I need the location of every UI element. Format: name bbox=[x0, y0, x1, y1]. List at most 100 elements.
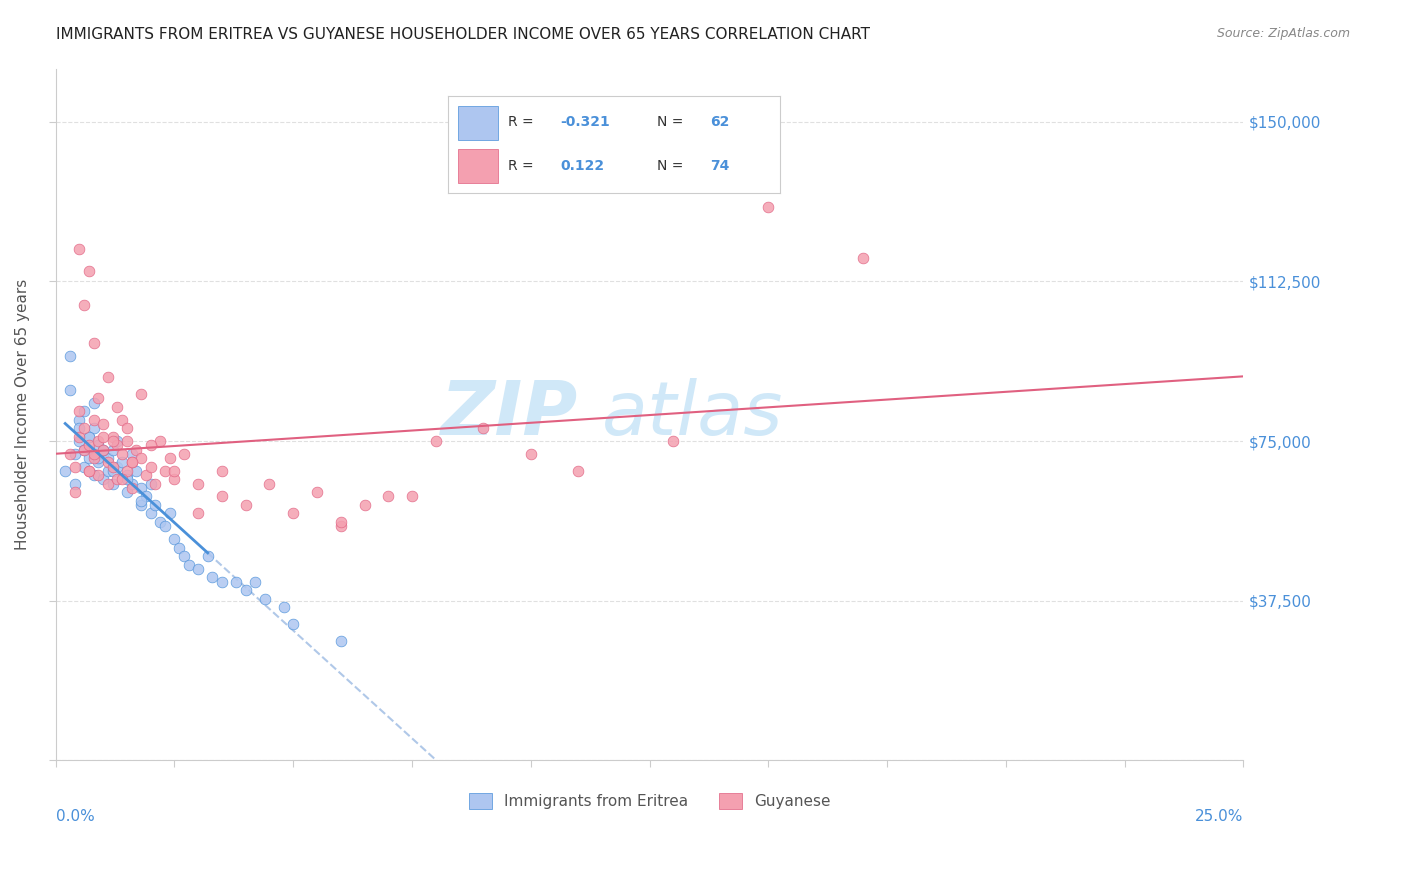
Point bbox=[73, 442, 96, 457]
Point bbox=[662, 434, 685, 448]
Point bbox=[259, 476, 281, 491]
Point bbox=[83, 413, 105, 427]
Point bbox=[121, 481, 143, 495]
Point bbox=[129, 493, 152, 508]
Point bbox=[77, 430, 100, 444]
Point bbox=[139, 476, 162, 491]
Point bbox=[305, 485, 328, 500]
Point bbox=[283, 507, 305, 521]
Point bbox=[91, 430, 114, 444]
Point bbox=[91, 447, 114, 461]
Point bbox=[139, 438, 162, 452]
Point bbox=[145, 476, 167, 491]
Point bbox=[245, 574, 267, 589]
Point bbox=[353, 498, 375, 512]
Point bbox=[73, 404, 96, 418]
Point bbox=[77, 264, 100, 278]
Point bbox=[121, 447, 143, 461]
Point bbox=[329, 519, 352, 533]
Point bbox=[87, 392, 110, 406]
Point bbox=[567, 464, 589, 478]
Point bbox=[87, 468, 110, 483]
Point bbox=[69, 413, 91, 427]
Point bbox=[69, 421, 91, 435]
Point bbox=[115, 485, 138, 500]
Point bbox=[107, 434, 129, 448]
Point bbox=[87, 451, 110, 466]
Point bbox=[73, 298, 96, 312]
Point bbox=[253, 591, 276, 606]
Point bbox=[111, 472, 134, 486]
Point bbox=[91, 442, 114, 457]
Point bbox=[107, 472, 129, 486]
Point bbox=[201, 570, 224, 584]
Point bbox=[159, 507, 181, 521]
Point bbox=[83, 336, 105, 351]
Point bbox=[149, 434, 172, 448]
Point bbox=[225, 574, 247, 589]
Point bbox=[273, 600, 295, 615]
Point bbox=[129, 451, 152, 466]
Point bbox=[129, 387, 152, 401]
Point bbox=[129, 498, 152, 512]
Point bbox=[329, 515, 352, 529]
Point bbox=[187, 562, 209, 576]
Point bbox=[145, 498, 167, 512]
Point bbox=[520, 447, 543, 461]
Point bbox=[115, 464, 138, 478]
Point bbox=[377, 490, 399, 504]
Point bbox=[63, 459, 86, 474]
Point bbox=[91, 472, 114, 486]
Point bbox=[63, 447, 86, 461]
Point bbox=[756, 200, 779, 214]
Point bbox=[69, 434, 91, 448]
Point bbox=[97, 476, 120, 491]
Point bbox=[59, 383, 82, 397]
Y-axis label: Householder Income Over 65 years: Householder Income Over 65 years bbox=[15, 279, 30, 550]
Point bbox=[63, 476, 86, 491]
Point bbox=[121, 455, 143, 469]
Point bbox=[115, 421, 138, 435]
Point bbox=[163, 532, 186, 546]
Point bbox=[101, 430, 124, 444]
Point bbox=[852, 251, 875, 265]
Point bbox=[77, 464, 100, 478]
Point bbox=[97, 455, 120, 469]
Point bbox=[135, 468, 157, 483]
Point bbox=[211, 490, 233, 504]
Point bbox=[167, 541, 190, 555]
Point bbox=[73, 421, 96, 435]
Point bbox=[53, 464, 76, 478]
Point bbox=[101, 434, 124, 448]
Point bbox=[283, 617, 305, 632]
Text: ZIP: ZIP bbox=[441, 378, 578, 451]
Text: 0.0%: 0.0% bbox=[56, 809, 94, 824]
Point bbox=[87, 455, 110, 469]
Point bbox=[121, 455, 143, 469]
Point bbox=[111, 447, 134, 461]
Point bbox=[111, 455, 134, 469]
Point bbox=[97, 451, 120, 466]
Point bbox=[173, 447, 195, 461]
Point bbox=[91, 417, 114, 431]
Point bbox=[197, 549, 219, 563]
Point bbox=[139, 459, 162, 474]
Text: Source: ZipAtlas.com: Source: ZipAtlas.com bbox=[1216, 27, 1350, 40]
Point bbox=[401, 490, 423, 504]
Point bbox=[149, 515, 172, 529]
Point bbox=[163, 472, 186, 486]
Point bbox=[107, 438, 129, 452]
Text: 25.0%: 25.0% bbox=[1195, 809, 1243, 824]
Point bbox=[472, 421, 495, 435]
Point bbox=[153, 464, 176, 478]
Point bbox=[59, 349, 82, 363]
Point bbox=[129, 481, 152, 495]
Point bbox=[83, 468, 105, 483]
Point bbox=[139, 507, 162, 521]
Point bbox=[87, 434, 110, 448]
Point bbox=[69, 430, 91, 444]
Point bbox=[69, 243, 91, 257]
Point bbox=[63, 485, 86, 500]
Point bbox=[211, 464, 233, 478]
Point bbox=[77, 438, 100, 452]
